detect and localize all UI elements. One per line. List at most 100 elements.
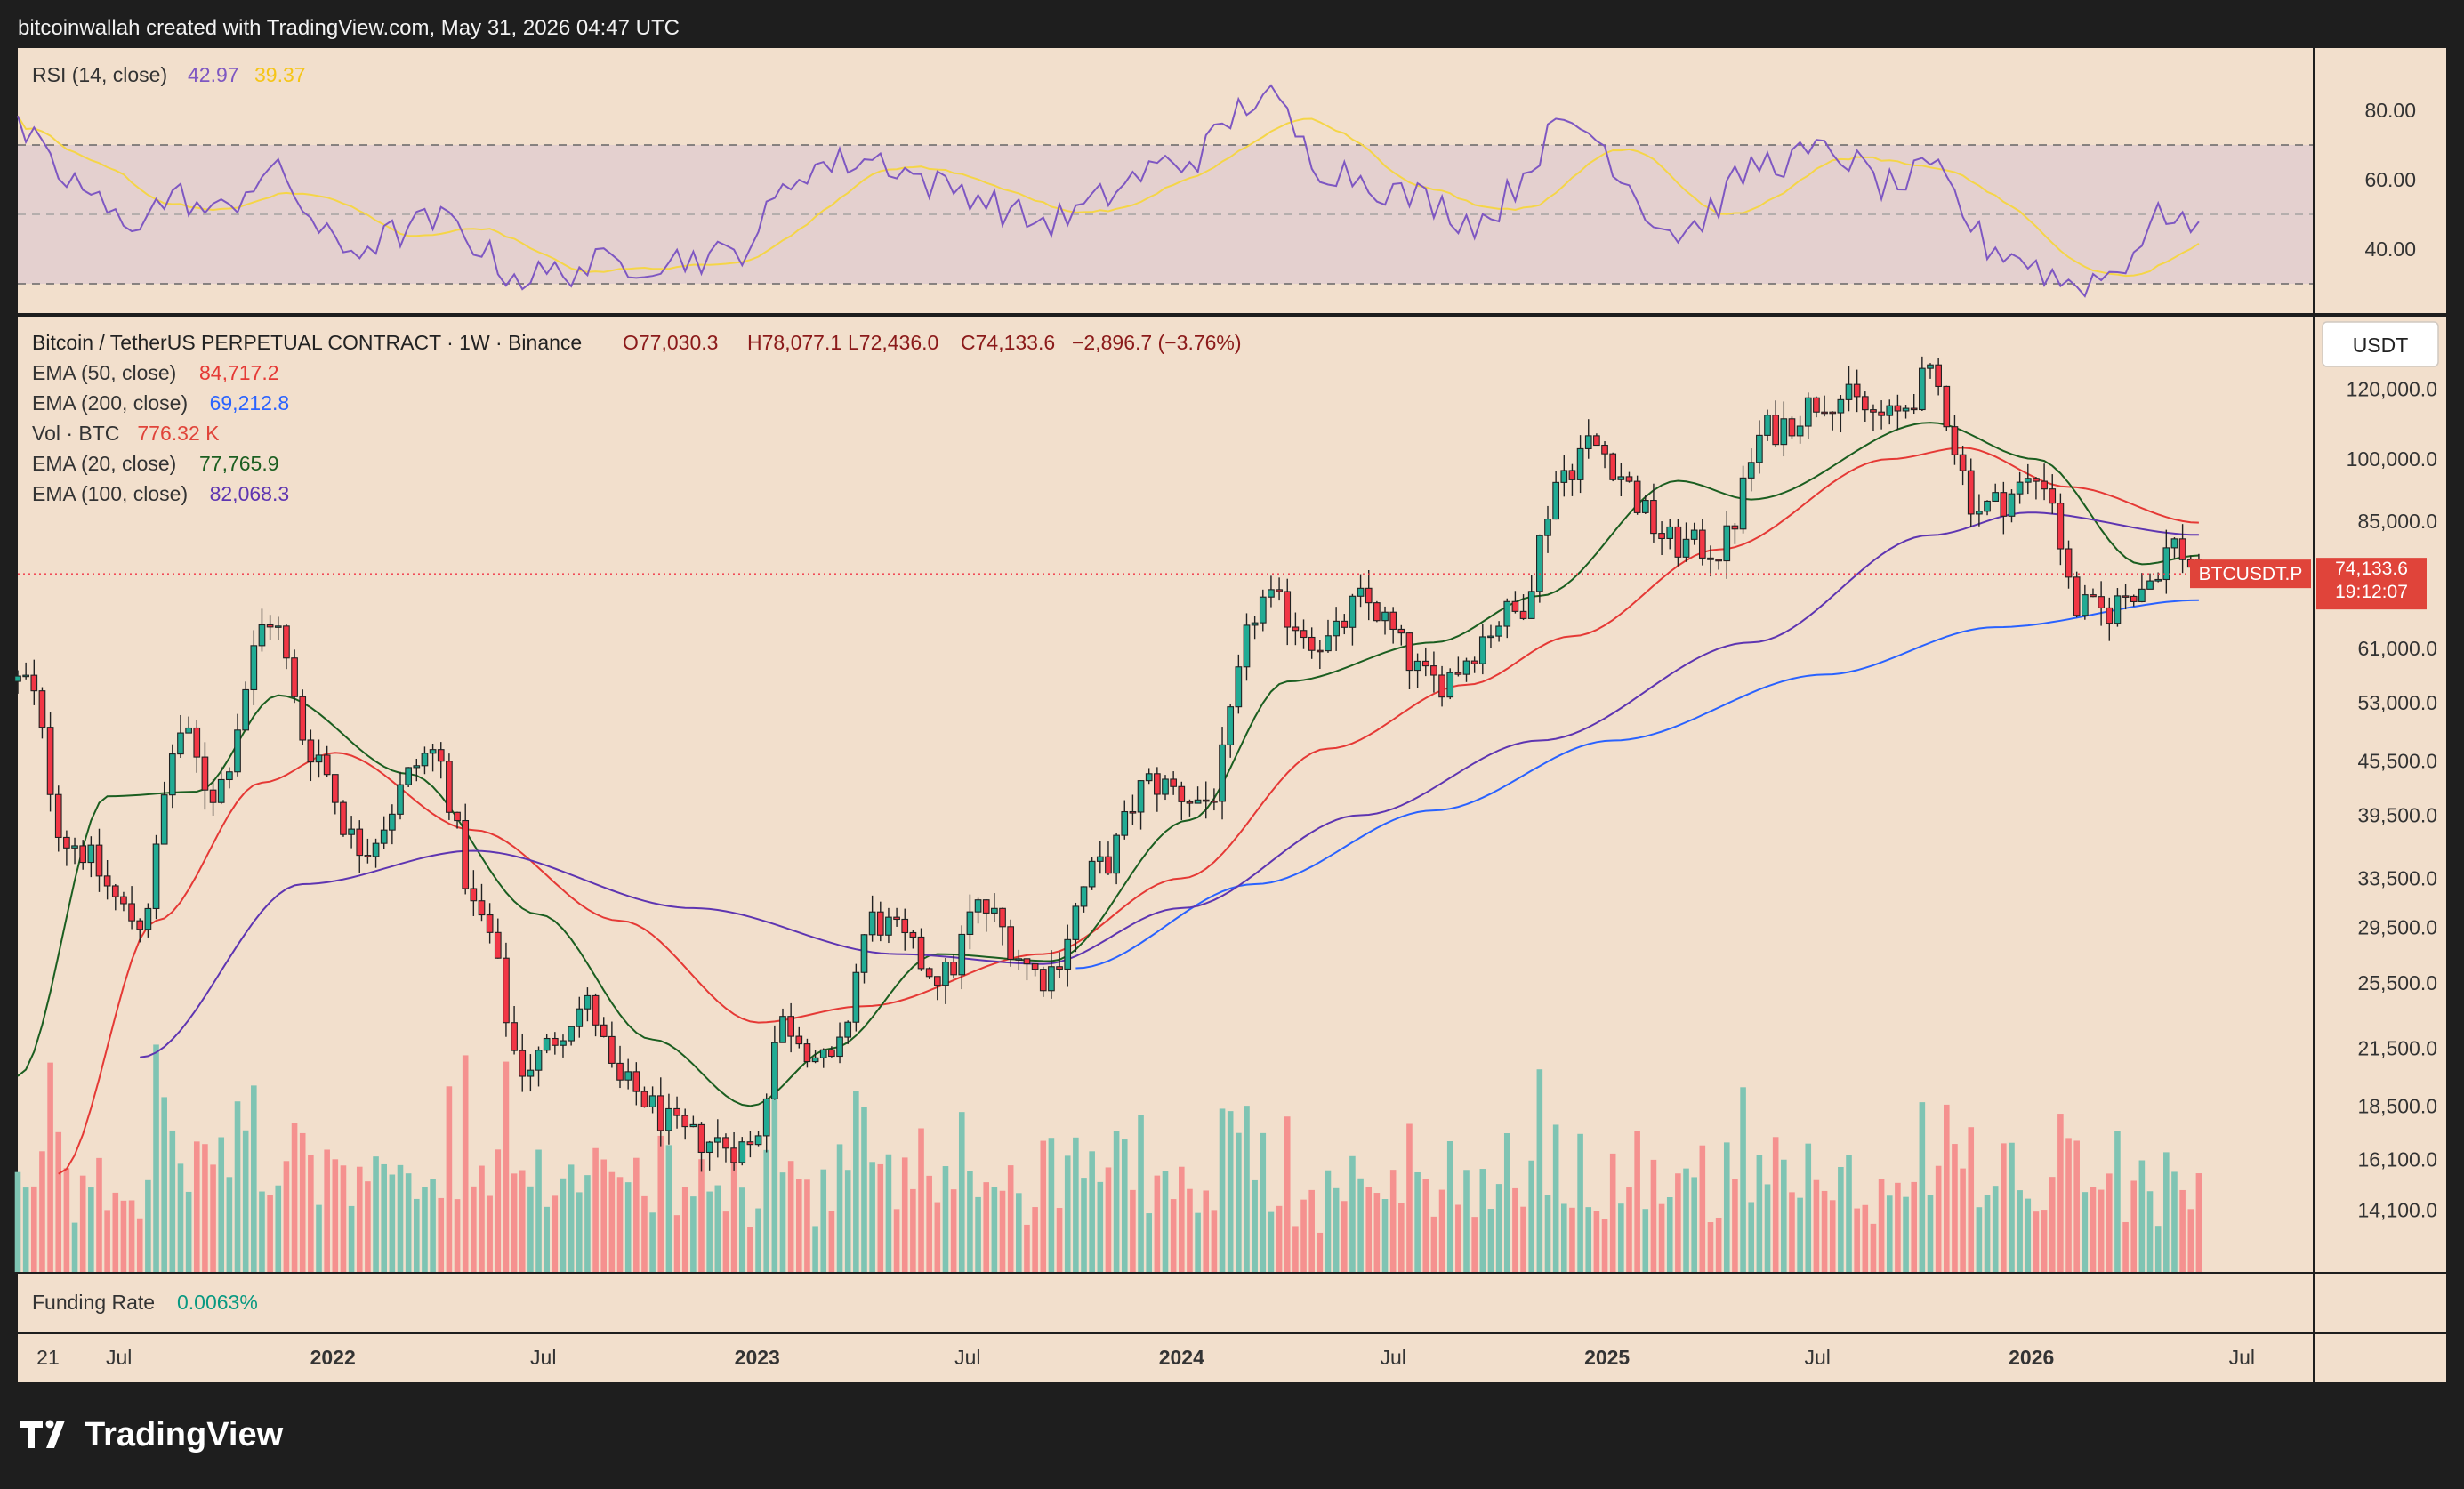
candle <box>1552 471 1559 520</box>
volume-bar <box>2163 1152 2170 1272</box>
volume-bar <box>722 1211 729 1272</box>
candle <box>1259 589 1267 632</box>
candle-body <box>283 625 290 659</box>
candle <box>1943 385 1951 431</box>
candle-body <box>79 845 87 864</box>
candle <box>46 712 54 812</box>
volume-bar <box>2041 1210 2048 1272</box>
candle <box>1023 958 1031 981</box>
candle <box>1707 545 1714 577</box>
volume-bar <box>608 1171 616 1272</box>
time-label: 2024 <box>1159 1346 1204 1369</box>
volume-bar <box>291 1123 298 1272</box>
candle <box>380 816 388 849</box>
candle <box>966 894 974 950</box>
candle <box>331 774 339 815</box>
volume-bar <box>1715 1217 1722 1272</box>
volume-bar <box>1414 1171 1421 1272</box>
candle <box>1421 647 1429 677</box>
volume-bar <box>714 1185 721 1272</box>
volume-bar <box>1276 1205 1283 1272</box>
candle <box>803 1038 811 1068</box>
legend-name: EMA (20, close) <box>32 452 176 475</box>
volume-bar <box>641 1195 648 1272</box>
candle <box>1560 455 1568 497</box>
candle-body <box>1397 628 1405 634</box>
candle <box>111 884 119 911</box>
candle <box>389 804 396 845</box>
candle-body <box>681 1115 689 1128</box>
volume-bar <box>1317 1232 1324 1272</box>
volume-bar <box>975 1196 981 1272</box>
candle-body <box>291 657 298 697</box>
candle <box>1438 665 1445 707</box>
volume-bar <box>1870 1223 1877 1272</box>
volume-bar <box>1618 1203 1624 1272</box>
candle <box>2170 537 2178 559</box>
rsi-ma-line <box>17 115 2200 278</box>
candle-body <box>389 813 396 831</box>
candle <box>1650 483 1657 543</box>
candle-body <box>950 962 957 976</box>
candle <box>1007 919 1015 967</box>
candle-body <box>405 767 412 785</box>
candle-body <box>600 1024 608 1037</box>
candle <box>576 996 584 1038</box>
candle-body <box>356 828 364 857</box>
currency-button[interactable]: USDT <box>2322 321 2439 367</box>
candle-body <box>364 855 372 857</box>
candle-body <box>209 789 217 803</box>
candle <box>1015 949 1023 970</box>
price-tick-label: 61,000.0 <box>2357 637 2437 660</box>
volume-bar <box>332 1159 339 1272</box>
candle-body <box>1015 958 1023 961</box>
volume-bar <box>1723 1142 1730 1272</box>
ohlc-open: O77,030.3 <box>623 331 718 354</box>
volume-bar <box>242 1130 249 1272</box>
volume-bar <box>999 1190 1006 1272</box>
candle <box>1381 606 1389 635</box>
volume-bar <box>967 1171 973 1272</box>
candle <box>2106 597 2114 641</box>
candle <box>1251 616 1259 640</box>
volume-bar <box>55 1131 62 1272</box>
candle <box>1243 613 1251 681</box>
candle <box>511 1006 518 1055</box>
candle-body <box>331 774 339 803</box>
volume-bar <box>1927 1195 1934 1272</box>
volume-bar <box>193 1141 200 1272</box>
volume-bar <box>348 1205 355 1272</box>
volume-bar <box>2179 1189 2186 1272</box>
candle-body <box>1162 778 1169 795</box>
candle <box>478 883 486 922</box>
candle <box>1658 521 1665 556</box>
candle-body <box>22 674 29 678</box>
candle <box>2090 588 2097 598</box>
rsi-lines <box>17 84 2200 298</box>
volume-bar <box>633 1157 640 1272</box>
candle-body <box>1951 426 1959 455</box>
volume-bar <box>755 1208 761 1272</box>
candle <box>226 767 233 789</box>
volume-bar <box>1471 1217 1478 1272</box>
volume-bar <box>2073 1140 2080 1272</box>
volume-bar <box>1577 1133 1583 1272</box>
tv-logo-dot <box>45 1420 54 1429</box>
candle <box>258 608 266 652</box>
volume-bar <box>1357 1178 1364 1272</box>
candle <box>1870 404 1877 431</box>
candle-body <box>1617 476 1625 480</box>
candle-body <box>689 1123 697 1128</box>
candle <box>1544 505 1551 553</box>
volume-bar <box>1032 1207 1038 1272</box>
volume-bar <box>112 1192 119 1272</box>
candle-body <box>14 675 21 682</box>
candle <box>543 1034 551 1054</box>
volume-bar <box>210 1164 216 1272</box>
volume-bar <box>381 1163 387 1272</box>
candle-body <box>1992 492 2000 502</box>
legend-value: 776.32 K <box>137 422 220 445</box>
volume-bar <box>299 1132 306 1272</box>
candle <box>754 1131 762 1147</box>
price-tick-label: 100,000.0 <box>2347 447 2437 471</box>
